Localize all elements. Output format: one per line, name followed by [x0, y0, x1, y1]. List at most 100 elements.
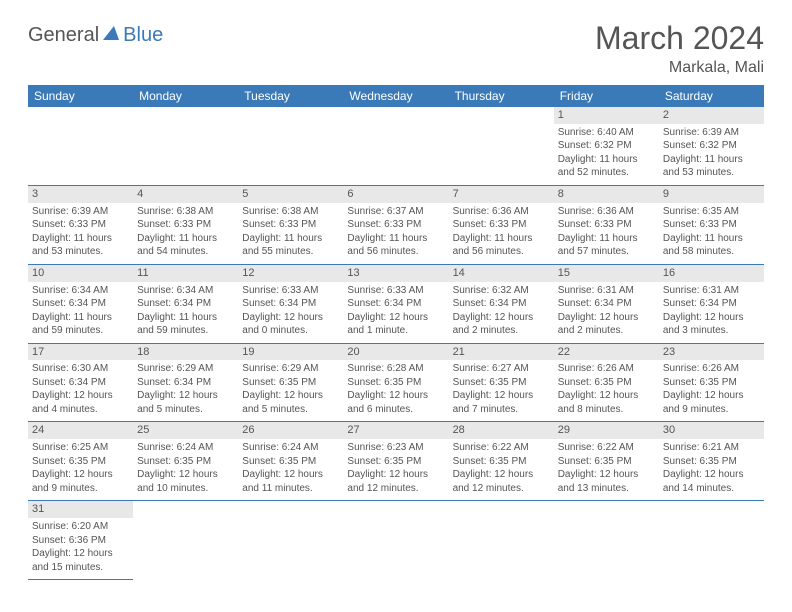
daylight-line2: and 54 minutes.	[137, 245, 234, 259]
daylight-line2: and 15 minutes.	[32, 561, 129, 575]
day-number: 28	[449, 422, 554, 439]
calendar-cell: 23Sunrise: 6:26 AMSunset: 6:35 PMDayligh…	[659, 343, 764, 422]
sunset-text: Sunset: 6:34 PM	[137, 297, 234, 311]
daylight-line1: Daylight: 12 hours	[137, 389, 234, 403]
sunrise-text: Sunrise: 6:30 AM	[32, 362, 129, 376]
daylight-line2: and 6 minutes.	[347, 403, 444, 417]
day-number: 29	[554, 422, 659, 439]
calendar-cell	[343, 501, 448, 580]
daylight-line1: Daylight: 11 hours	[32, 232, 129, 246]
sunset-text: Sunset: 6:35 PM	[347, 376, 444, 390]
calendar-cell: 13Sunrise: 6:33 AMSunset: 6:34 PMDayligh…	[343, 264, 448, 343]
daylight-line1: Daylight: 12 hours	[32, 547, 129, 561]
calendar-cell: 24Sunrise: 6:25 AMSunset: 6:35 PMDayligh…	[28, 422, 133, 501]
day-number: 8	[554, 186, 659, 203]
sunrise-text: Sunrise: 6:38 AM	[137, 205, 234, 219]
day-number: 23	[659, 344, 764, 361]
day-number: 15	[554, 265, 659, 282]
daylight-line1: Daylight: 11 hours	[137, 232, 234, 246]
sail-icon	[101, 24, 121, 47]
calendar-cell: 28Sunrise: 6:22 AMSunset: 6:35 PMDayligh…	[449, 422, 554, 501]
daylight-line1: Daylight: 12 hours	[558, 468, 655, 482]
title-block: March 2024 Markala, Mali	[595, 20, 764, 77]
sunrise-text: Sunrise: 6:22 AM	[558, 441, 655, 455]
sunset-text: Sunset: 6:34 PM	[242, 297, 339, 311]
sunrise-text: Sunrise: 6:28 AM	[347, 362, 444, 376]
sunrise-text: Sunrise: 6:24 AM	[242, 441, 339, 455]
sunset-text: Sunset: 6:35 PM	[663, 376, 760, 390]
sunrise-text: Sunrise: 6:27 AM	[453, 362, 550, 376]
daylight-line1: Daylight: 12 hours	[663, 468, 760, 482]
logo: General Blue	[28, 24, 163, 47]
sunset-text: Sunset: 6:35 PM	[242, 376, 339, 390]
calendar-cell: 1Sunrise: 6:40 AMSunset: 6:32 PMDaylight…	[554, 107, 659, 185]
sunset-text: Sunset: 6:33 PM	[453, 218, 550, 232]
sunset-text: Sunset: 6:34 PM	[32, 297, 129, 311]
month-title: March 2024	[595, 20, 764, 57]
calendar-row: 1Sunrise: 6:40 AMSunset: 6:32 PMDaylight…	[28, 107, 764, 185]
sunrise-text: Sunrise: 6:21 AM	[663, 441, 760, 455]
daylight-line1: Daylight: 12 hours	[242, 311, 339, 325]
daylight-line2: and 10 minutes.	[137, 482, 234, 496]
day-number: 4	[133, 186, 238, 203]
daylight-line2: and 57 minutes.	[558, 245, 655, 259]
sunset-text: Sunset: 6:35 PM	[663, 455, 760, 469]
daylight-line1: Daylight: 12 hours	[347, 311, 444, 325]
calendar-cell	[659, 501, 764, 580]
daylight-line1: Daylight: 11 hours	[558, 153, 655, 167]
calendar-cell: 18Sunrise: 6:29 AMSunset: 6:34 PMDayligh…	[133, 343, 238, 422]
day-number: 2	[659, 107, 764, 124]
day-number: 24	[28, 422, 133, 439]
sunrise-text: Sunrise: 6:36 AM	[558, 205, 655, 219]
calendar-cell: 11Sunrise: 6:34 AMSunset: 6:34 PMDayligh…	[133, 264, 238, 343]
daylight-line1: Daylight: 12 hours	[558, 389, 655, 403]
sunrise-text: Sunrise: 6:24 AM	[137, 441, 234, 455]
daylight-line2: and 59 minutes.	[32, 324, 129, 338]
calendar-row: 24Sunrise: 6:25 AMSunset: 6:35 PMDayligh…	[28, 422, 764, 501]
calendar-cell: 15Sunrise: 6:31 AMSunset: 6:34 PMDayligh…	[554, 264, 659, 343]
calendar-cell: 19Sunrise: 6:29 AMSunset: 6:35 PMDayligh…	[238, 343, 343, 422]
sunrise-text: Sunrise: 6:34 AM	[137, 284, 234, 298]
daylight-line1: Daylight: 12 hours	[453, 311, 550, 325]
logo-text-general: General	[28, 24, 99, 47]
day-header: Thursday	[449, 85, 554, 107]
sunrise-text: Sunrise: 6:26 AM	[558, 362, 655, 376]
daylight-line2: and 53 minutes.	[32, 245, 129, 259]
calendar-cell: 2Sunrise: 6:39 AMSunset: 6:32 PMDaylight…	[659, 107, 764, 185]
sunrise-text: Sunrise: 6:23 AM	[347, 441, 444, 455]
daylight-line1: Daylight: 11 hours	[137, 311, 234, 325]
calendar-cell: 25Sunrise: 6:24 AMSunset: 6:35 PMDayligh…	[133, 422, 238, 501]
sunset-text: Sunset: 6:34 PM	[453, 297, 550, 311]
daylight-line2: and 9 minutes.	[663, 403, 760, 417]
calendar-cell: 21Sunrise: 6:27 AMSunset: 6:35 PMDayligh…	[449, 343, 554, 422]
daylight-line1: Daylight: 11 hours	[663, 232, 760, 246]
calendar-cell	[133, 107, 238, 185]
daylight-line1: Daylight: 12 hours	[32, 468, 129, 482]
day-header: Tuesday	[238, 85, 343, 107]
sunset-text: Sunset: 6:35 PM	[242, 455, 339, 469]
calendar-cell: 16Sunrise: 6:31 AMSunset: 6:34 PMDayligh…	[659, 264, 764, 343]
sunrise-text: Sunrise: 6:37 AM	[347, 205, 444, 219]
daylight-line2: and 12 minutes.	[453, 482, 550, 496]
calendar-table: SundayMondayTuesdayWednesdayThursdayFrid…	[28, 85, 764, 580]
header: General Blue March 2024 Markala, Mali	[28, 20, 764, 77]
sunset-text: Sunset: 6:35 PM	[558, 455, 655, 469]
daylight-line1: Daylight: 12 hours	[453, 389, 550, 403]
location: Markala, Mali	[595, 59, 764, 77]
daylight-line2: and 3 minutes.	[663, 324, 760, 338]
day-number: 27	[343, 422, 448, 439]
day-number: 30	[659, 422, 764, 439]
calendar-row: 3Sunrise: 6:39 AMSunset: 6:33 PMDaylight…	[28, 185, 764, 264]
sunset-text: Sunset: 6:36 PM	[32, 534, 129, 548]
day-number: 22	[554, 344, 659, 361]
sunrise-text: Sunrise: 6:34 AM	[32, 284, 129, 298]
sunrise-text: Sunrise: 6:31 AM	[663, 284, 760, 298]
sunrise-text: Sunrise: 6:26 AM	[663, 362, 760, 376]
calendar-cell: 31Sunrise: 6:20 AMSunset: 6:36 PMDayligh…	[28, 501, 133, 580]
daylight-line1: Daylight: 12 hours	[663, 389, 760, 403]
sunset-text: Sunset: 6:35 PM	[453, 455, 550, 469]
day-header: Saturday	[659, 85, 764, 107]
daylight-line1: Daylight: 11 hours	[453, 232, 550, 246]
sunset-text: Sunset: 6:34 PM	[347, 297, 444, 311]
daylight-line2: and 9 minutes.	[32, 482, 129, 496]
